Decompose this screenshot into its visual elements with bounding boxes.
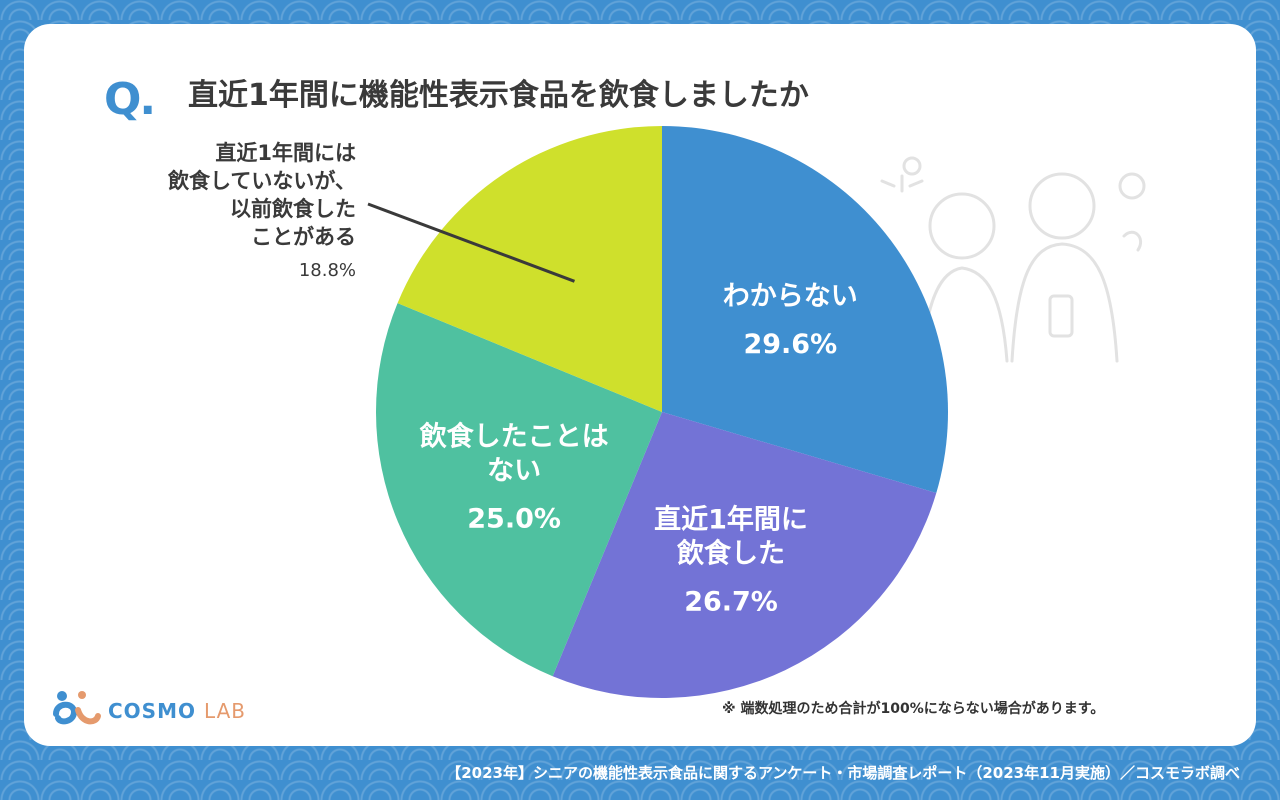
outer-label-1: 飲食していないが、	[167, 169, 356, 193]
outer-label-2: 以前飲食した	[230, 197, 356, 221]
outer-label-3: ことがある	[251, 225, 356, 249]
page-title: 直近1年間に機能性表示食品を飲食しましたか	[188, 78, 809, 113]
slice-label-2-1: ない	[487, 455, 541, 486]
slice-label-1-1: 飲食した	[676, 538, 785, 570]
logo-word: COSMO	[108, 699, 196, 723]
slice-label-0-0: わからない	[723, 281, 858, 312]
footer-source: 【2023年】シニアの機能性表示食品に関するアンケート・市場調査レポート（202…	[446, 764, 1240, 782]
cosmo-lab-logo-icon	[53, 691, 101, 725]
seniors-illustration	[880, 156, 1146, 363]
pie-slice-1	[552, 412, 937, 698]
slice-value-0: 29.6%	[743, 329, 837, 360]
slice-label-2-0: 飲食したことは	[419, 420, 609, 452]
rounding-note: ※ 端数処理のため合計が100%にならない場合があります。	[722, 701, 1105, 717]
logo-wordmark: COSMO LAB	[108, 699, 246, 723]
outer-value: 18.8%	[299, 260, 356, 281]
logo-suffix: LAB	[203, 699, 246, 723]
slice-label-1-0: 直近1年間に	[654, 504, 808, 536]
slice-value-1: 26.7%	[684, 587, 778, 618]
outer-label-0: 直近1年間には	[215, 141, 356, 165]
pie-slices	[376, 125, 948, 698]
leader-line	[367, 202, 576, 283]
pie-slice-3	[397, 125, 662, 412]
question-mark: Q.	[104, 74, 156, 125]
pie-slice-0	[662, 126, 948, 494]
pie-slice-2	[376, 303, 662, 677]
slice-value-2: 25.0%	[467, 503, 561, 534]
